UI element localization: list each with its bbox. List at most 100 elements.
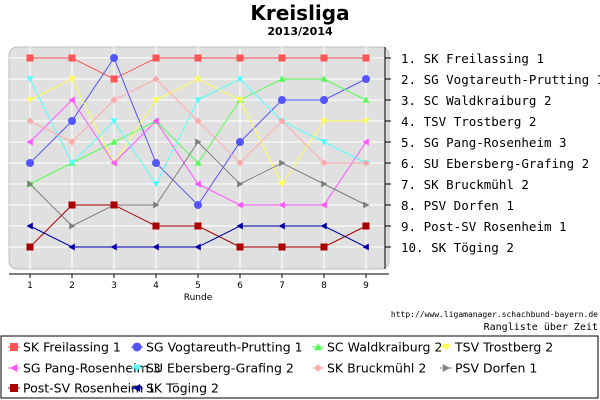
- legend-marker: [442, 343, 450, 351]
- x-tick-label: 5: [195, 281, 201, 291]
- data-point: [320, 222, 327, 230]
- legend-label: Post-SV Rosenheim 1: [23, 381, 155, 396]
- note-text: Rangliste über Zeit: [484, 322, 598, 333]
- legend-marker: [10, 343, 18, 351]
- x-tick-label: 9: [363, 281, 369, 291]
- legend-item-post-sv-rosenheim-1: Post-SV Rosenheim 1: [8, 381, 155, 396]
- ranking-label: 3. SC Waldkraiburg 2: [401, 93, 552, 108]
- data-point: [152, 243, 159, 251]
- chart-title: Kreisliga: [250, 1, 349, 25]
- data-point: [237, 180, 244, 188]
- data-point: [26, 222, 33, 230]
- data-point: [320, 159, 328, 167]
- x-axis: 1 2 3 4 5 6 7 8 9: [9, 273, 389, 291]
- legend-label: TSV Trostberg 2: [454, 340, 553, 355]
- legend-item-sk-freilassing-1: SK Freilassing 1: [8, 340, 121, 355]
- data-point: [153, 201, 160, 209]
- series-sg-vogtareuth-prutting-1: [26, 54, 370, 209]
- data-point: [26, 159, 34, 167]
- legend-marker: [314, 364, 322, 372]
- data-point: [362, 75, 370, 83]
- data-point: [110, 118, 118, 125]
- ranking-label: 9. Post-SV Rosenheim 1: [401, 219, 567, 234]
- legend-marker: [133, 384, 141, 392]
- legend-item-sc-waldkraiburg-2: SC Waldkraiburg 2: [312, 340, 442, 355]
- ranking-label: 5. SG Pang-Rosenheim 3: [401, 135, 567, 150]
- x-tick-label: 3: [111, 281, 117, 291]
- x-tick-label: 8: [321, 281, 327, 291]
- data-point: [278, 243, 286, 251]
- x-tick-label: 1: [27, 281, 33, 291]
- data-point: [68, 138, 76, 146]
- data-point: [362, 96, 370, 103]
- data-point: [110, 159, 117, 167]
- data-point: [320, 75, 328, 82]
- ranking-label: 10. SK Töging 2: [401, 240, 514, 255]
- data-point: [152, 117, 159, 125]
- series-post-sv-rosenheim-1: [26, 201, 370, 251]
- x-axis-label: Runde: [184, 293, 213, 303]
- data-point: [194, 117, 202, 125]
- data-point: [362, 222, 370, 230]
- legend-label: PSV Dorfen 1: [455, 361, 537, 376]
- data-point: [194, 180, 201, 188]
- legend-label: SG Pang-Rosenheim 3: [23, 361, 161, 376]
- data-point: [110, 54, 118, 62]
- x-tick-label: 4: [153, 281, 159, 291]
- data-point: [320, 118, 328, 125]
- data-point: [110, 75, 118, 83]
- ranking-labels: 1. SK Freilassing 1 2. SG Vogtareuth-Prut…: [401, 51, 600, 255]
- data-point: [236, 97, 244, 104]
- data-point: [26, 54, 34, 62]
- legend-label: SC Waldkraiburg 2: [327, 340, 442, 355]
- legend-item-su-ebersberg-grafing-2: SU Ebersberg-Grafing 2: [131, 361, 294, 376]
- legend-marker: [133, 364, 141, 372]
- data-point: [236, 76, 244, 83]
- ranking-label: 1. SK Freilassing 1: [401, 51, 544, 66]
- data-point: [363, 201, 370, 209]
- legend-label: SK Töging 2: [146, 381, 219, 396]
- data-point: [320, 201, 327, 209]
- data-point: [68, 117, 76, 125]
- data-point: [68, 54, 76, 62]
- data-point: [278, 222, 285, 230]
- legend-item-sg-pang-rosenheim-3: SG Pang-Rosenheim 3: [8, 361, 161, 376]
- data-point: [27, 180, 34, 188]
- data-point: [362, 138, 369, 146]
- data-point: [362, 118, 370, 125]
- data-point: [68, 96, 75, 104]
- legend-label: SG Vogtareuth-Prutting 1: [146, 340, 303, 355]
- x-tick-label: 6: [237, 281, 243, 291]
- plot-background: [8, 46, 390, 270]
- legend-label: SK Bruckmühl 2: [327, 361, 426, 376]
- data-point: [195, 138, 202, 146]
- ranking-label: 6. SU Ebersberg-Grafing 2: [401, 156, 589, 171]
- data-point: [236, 222, 243, 230]
- data-point: [68, 160, 76, 167]
- data-point: [68, 201, 76, 209]
- data-point: [69, 222, 76, 230]
- legend: SK Freilassing 1 SG Vogtareuth-Prutting 1…: [8, 340, 553, 396]
- data-point: [362, 243, 369, 251]
- ranking-label: 8. PSV Dorfen 1: [401, 198, 514, 213]
- legend-marker: [10, 364, 18, 372]
- data-point: [236, 243, 244, 251]
- series-layer: [26, 54, 370, 251]
- data-point: [278, 201, 285, 209]
- legend-marker: [314, 343, 322, 351]
- series-sk-bruckmuehl-2: [26, 75, 370, 167]
- legend-item-psv-dorfen-1: PSV Dorfen 1: [440, 361, 537, 376]
- legend-label: SK Freilassing 1: [23, 340, 121, 355]
- source-text: http://www.ligamanager.schachbund-bayern…: [391, 310, 598, 319]
- data-point: [110, 243, 117, 251]
- series-sk-freilassing-1: [26, 54, 370, 83]
- data-point: [194, 201, 202, 209]
- data-point: [152, 75, 160, 83]
- data-point: [362, 54, 370, 62]
- legend-item-sk-toeging-2: SK Töging 2: [131, 381, 219, 396]
- x-tick-label: 2: [69, 281, 75, 291]
- data-point: [320, 243, 328, 251]
- data-point: [68, 76, 76, 83]
- series-sg-pang-rosenheim-3: [26, 96, 369, 209]
